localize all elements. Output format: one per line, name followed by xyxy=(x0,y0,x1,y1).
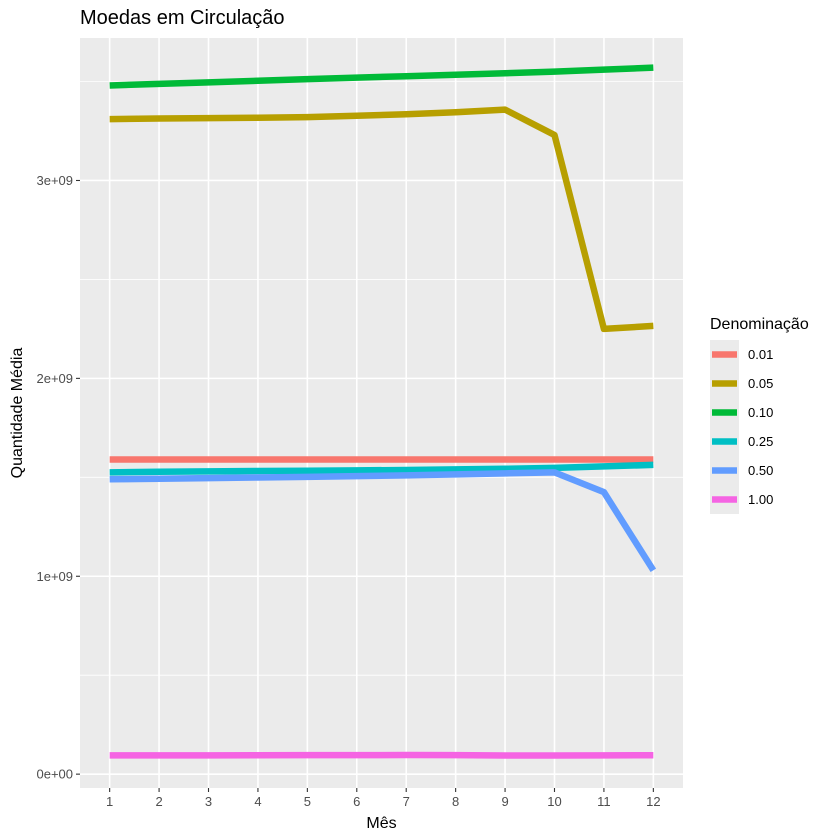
major-gridlines xyxy=(80,38,683,788)
legend-title: Denominação xyxy=(710,316,809,333)
plot-panel-background xyxy=(80,38,683,788)
legend-label-0-25: 0.25 xyxy=(748,434,773,449)
x-tick-label: 12 xyxy=(646,794,660,809)
legend-label-0-05: 0.05 xyxy=(748,376,773,391)
y-tick-label: 3e+09 xyxy=(36,173,73,188)
series-lines xyxy=(109,64,657,759)
x-tick-label: 7 xyxy=(403,794,410,809)
x-tick-label: 2 xyxy=(155,794,162,809)
y-axis: 0e+00 1e+09 2e+09 3e+09 xyxy=(36,173,80,782)
y-tick-label: 0e+00 xyxy=(36,767,73,782)
series-line-0-05 xyxy=(109,106,654,333)
x-tick-label: 10 xyxy=(547,794,561,809)
x-tick-label: 3 xyxy=(205,794,212,809)
x-tick-label: 6 xyxy=(353,794,360,809)
y-axis-title: Quantidade Média xyxy=(9,348,26,479)
x-tick-label: 11 xyxy=(597,794,611,809)
legend-label-0-10: 0.10 xyxy=(748,405,773,420)
chart-title: Moedas em Circulação xyxy=(80,7,285,29)
legend-label-0-50: 0.50 xyxy=(748,463,773,478)
series-line-0-25 xyxy=(109,461,654,476)
y-tick-label: 2e+09 xyxy=(36,371,73,386)
y-tick-label: 1e+09 xyxy=(36,569,73,584)
series-line-1-00 xyxy=(109,751,654,759)
x-axis: 1 2 3 4 5 6 7 8 9 10 11 12 xyxy=(106,788,661,809)
x-tick-label: 1 xyxy=(106,794,113,809)
series-line-0-10 xyxy=(109,64,654,89)
series-line-0-50 xyxy=(109,469,657,573)
x-tick-label: 8 xyxy=(452,794,459,809)
legend-label-1-00: 1.00 xyxy=(748,492,773,507)
x-tick-label: 5 xyxy=(304,794,311,809)
legend: Denominação 0.01 0.05 0.10 0.25 0.50 1.00 xyxy=(710,316,809,514)
legend-key-background xyxy=(710,340,739,514)
x-tick-label: 4 xyxy=(254,794,261,809)
x-axis-title: Mês xyxy=(366,815,396,832)
x-tick-label: 9 xyxy=(501,794,508,809)
legend-label-0-01: 0.01 xyxy=(748,347,773,362)
legend-items: 0.01 0.05 0.10 0.25 0.50 1.00 xyxy=(710,340,773,514)
